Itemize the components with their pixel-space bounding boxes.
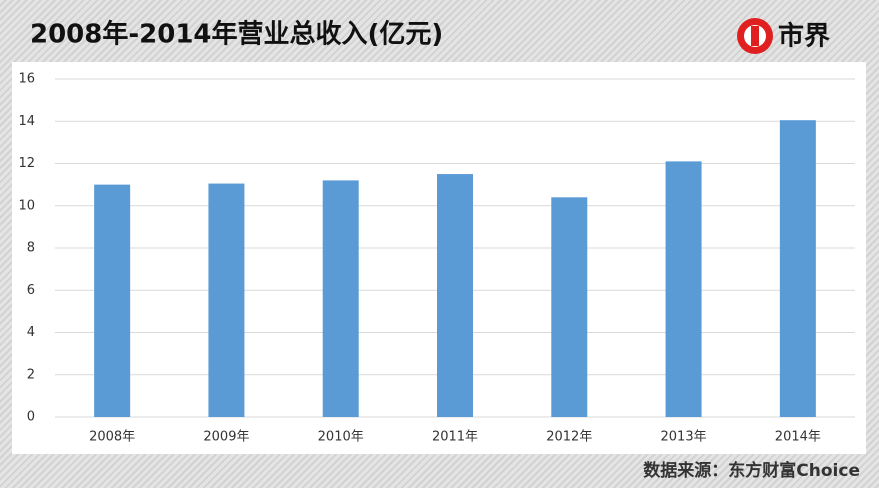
bar bbox=[665, 161, 702, 417]
bar bbox=[322, 180, 359, 417]
x-tick-label: 2013年 bbox=[661, 430, 707, 445]
bar bbox=[551, 197, 588, 417]
y-tick-label: 16 bbox=[18, 72, 35, 87]
y-tick-label: 2 bbox=[27, 367, 35, 382]
chart-title: 2008年-2014年营业总收入(亿元) bbox=[30, 19, 443, 50]
y-tick-label: 10 bbox=[18, 198, 35, 213]
y-tick-label: 4 bbox=[27, 325, 35, 340]
x-tick-label: 2010年 bbox=[318, 430, 364, 445]
x-tick-label: 2012年 bbox=[546, 430, 592, 445]
x-tick-label: 2011年 bbox=[432, 430, 478, 445]
x-tick-label: 2014年 bbox=[775, 430, 821, 445]
logo-text: 市界 bbox=[778, 21, 830, 52]
y-tick-label: 6 bbox=[27, 283, 35, 298]
y-tick-label: 8 bbox=[27, 241, 35, 256]
bar bbox=[208, 183, 245, 417]
bar bbox=[94, 184, 131, 417]
logo-icon-mark bbox=[751, 26, 759, 46]
source-note: 数据来源：东方财富Choice bbox=[643, 460, 860, 481]
bar bbox=[437, 174, 473, 417]
x-tick-label: 2008年 bbox=[89, 430, 135, 445]
y-tick-label: 14 bbox=[18, 114, 35, 129]
y-tick-label: 12 bbox=[18, 156, 35, 171]
x-tick-label: 2009年 bbox=[203, 430, 249, 445]
bar bbox=[779, 120, 816, 417]
y-tick-label: 0 bbox=[27, 410, 35, 425]
